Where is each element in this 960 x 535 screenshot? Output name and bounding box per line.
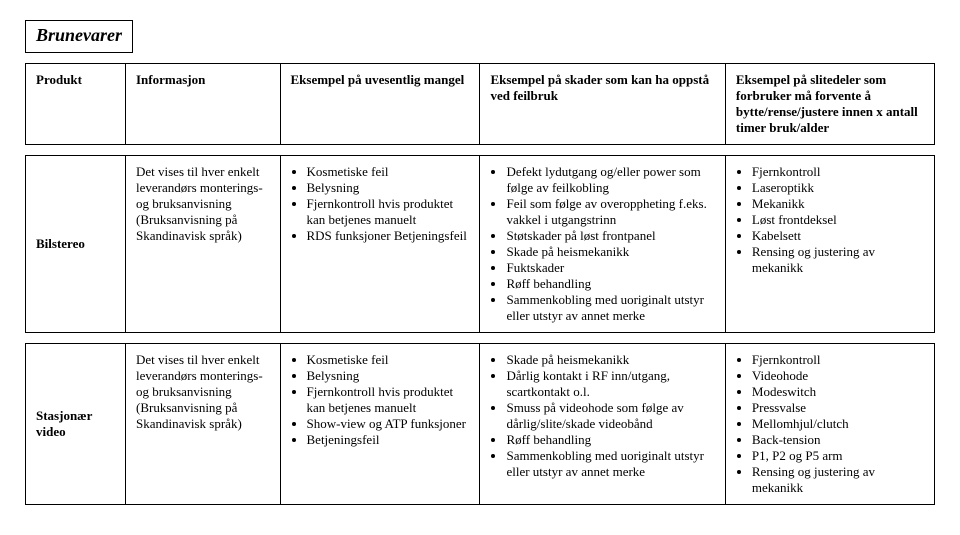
- list-item: Belysning: [307, 180, 470, 196]
- list-item: Fuktskader: [506, 260, 714, 276]
- list-item: Kosmetiske feil: [307, 164, 470, 180]
- list-item: Fjernkontroll: [752, 164, 924, 180]
- list-item: Skade på heismekanikk: [506, 352, 714, 368]
- col-header-slitedeler: Eksempel på slitedeler som forbruker må …: [725, 64, 934, 145]
- cell-skader: Defekt lydutgang og/eller power som følg…: [480, 156, 725, 333]
- list-item: Videohode: [752, 368, 924, 384]
- cell-mangel: Kosmetiske feil Belysning Fjernkontroll …: [280, 156, 480, 333]
- cell-slitedeler: Fjernkontroll Videohode Modeswitch Press…: [725, 344, 934, 505]
- list-item: Show-view og ATP funksjoner: [307, 416, 470, 432]
- list-item: Laseroptikk: [752, 180, 924, 196]
- cell-produkt: Stasjonær video: [26, 344, 126, 505]
- list-item: Fjernkontroll hvis produktet kan betjene…: [307, 384, 470, 416]
- col-header-informasjon: Informasjon: [125, 64, 280, 145]
- list-item: Røff behandling: [506, 276, 714, 292]
- spacer-row: [26, 145, 935, 156]
- list-item: Fjernkontroll hvis produktet kan betjene…: [307, 196, 470, 228]
- list-item: Røff behandling: [506, 432, 714, 448]
- list-item: Betjeningsfeil: [307, 432, 470, 448]
- list-item: RDS funksjoner Betjeningsfeil: [307, 228, 470, 244]
- list-item: Støtskader på løst frontpanel: [506, 228, 714, 244]
- list-item: Defekt lydutgang og/eller power som følg…: [506, 164, 714, 196]
- list-item: Kosmetiske feil: [307, 352, 470, 368]
- list-item: Fjernkontroll: [752, 352, 924, 368]
- col-header-skader: Eksempel på skader som kan ha oppstå ved…: [480, 64, 725, 145]
- list-item: Sammenkobling med uoriginalt utstyr elle…: [506, 292, 714, 324]
- list-item: Modeswitch: [752, 384, 924, 400]
- list-item: Smuss på videohode som følge av dårlig/s…: [506, 400, 714, 432]
- list-item: Dårlig kontakt i RF inn/utgang, scartkon…: [506, 368, 714, 400]
- list-item: Mellomhjul/clutch: [752, 416, 924, 432]
- cell-slitedeler: Fjernkontroll Laseroptikk Mekanikk Løst …: [725, 156, 934, 333]
- col-header-mangel: Eksempel på uvesentlig mangel: [280, 64, 480, 145]
- table-header-row: Produkt Informasjon Eksempel på uvesentl…: [26, 64, 935, 145]
- cell-informasjon: Det vises til hver enkelt leverandørs mo…: [125, 156, 280, 333]
- table-row: Bilstereo Det vises til hver enkelt leve…: [26, 156, 935, 333]
- col-header-produkt: Produkt: [26, 64, 126, 145]
- list-item: Pressvalse: [752, 400, 924, 416]
- table-row: Stasjonær video Det vises til hver enkel…: [26, 344, 935, 505]
- list-item: Mekanikk: [752, 196, 924, 212]
- page-title: Brunevarer: [25, 20, 133, 53]
- cell-skader: Skade på heismekanikk Dårlig kontakt i R…: [480, 344, 725, 505]
- list-item: Belysning: [307, 368, 470, 384]
- cell-produkt: Bilstereo: [26, 156, 126, 333]
- list-item: Skade på heismekanikk: [506, 244, 714, 260]
- cell-informasjon: Det vises til hver enkelt leverandørs mo…: [125, 344, 280, 505]
- list-item: Feil som følge av overoppheting f.eks. v…: [506, 196, 714, 228]
- data-table: Produkt Informasjon Eksempel på uvesentl…: [25, 63, 935, 505]
- cell-mangel: Kosmetiske feil Belysning Fjernkontroll …: [280, 344, 480, 505]
- spacer-row: [26, 333, 935, 344]
- list-item: Rensing og justering av mekanikk: [752, 464, 924, 496]
- list-item: Back-tension: [752, 432, 924, 448]
- list-item: Løst frontdeksel: [752, 212, 924, 228]
- list-item: Sammenkobling med uoriginalt utstyr elle…: [506, 448, 714, 480]
- list-item: Rensing og justering av mekanikk: [752, 244, 924, 276]
- list-item: P1, P2 og P5 arm: [752, 448, 924, 464]
- list-item: Kabelsett: [752, 228, 924, 244]
